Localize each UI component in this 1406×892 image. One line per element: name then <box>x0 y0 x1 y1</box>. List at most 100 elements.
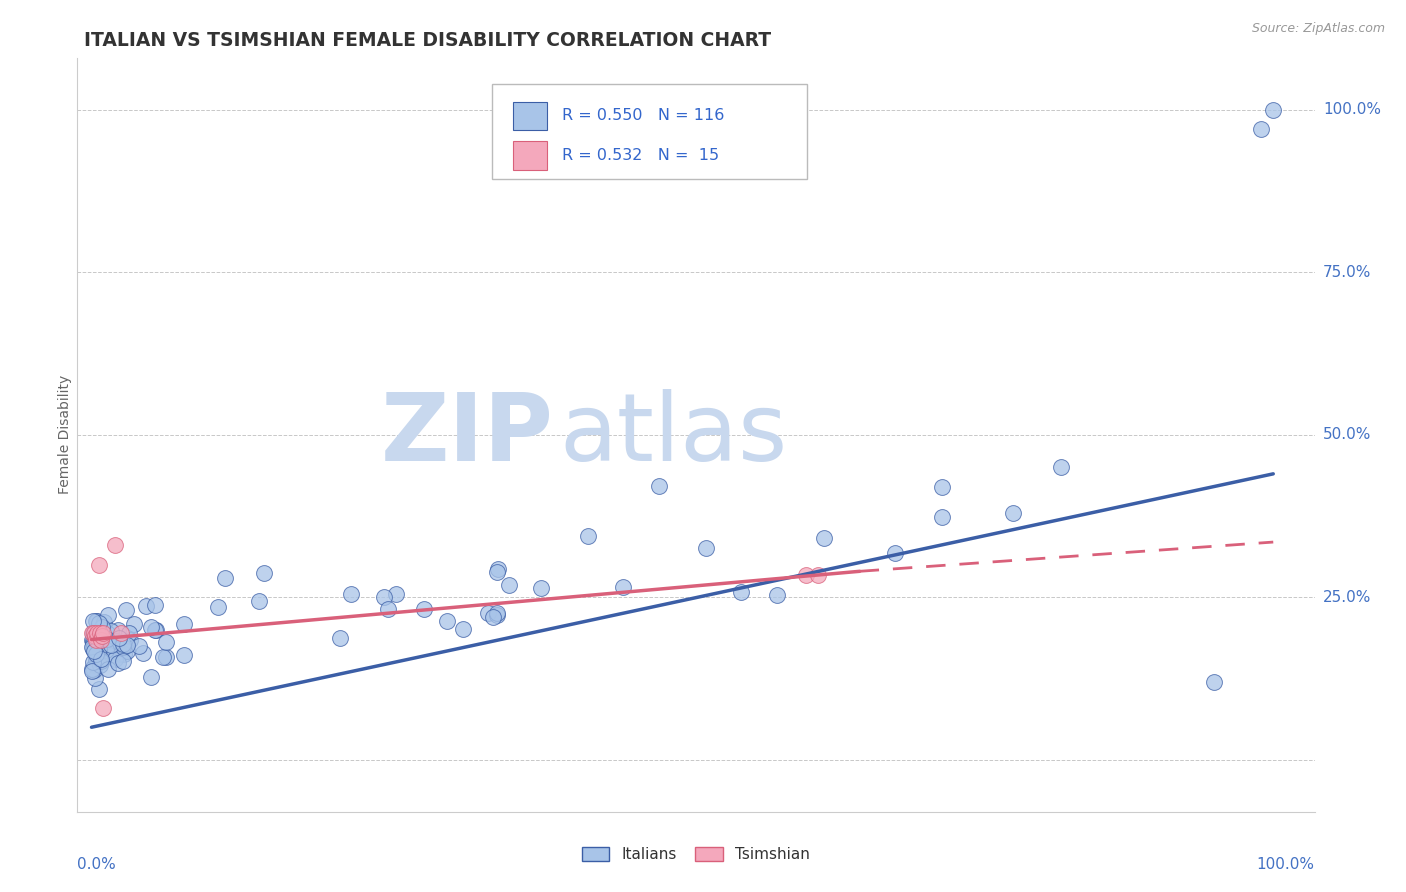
Point <box>87 616 110 631</box>
Point <box>612 580 634 594</box>
Point <box>373 590 395 604</box>
Point <box>155 649 177 664</box>
FancyBboxPatch shape <box>513 102 547 130</box>
Point <box>84 640 107 654</box>
Point <box>93 615 115 629</box>
Point <box>135 599 157 613</box>
Point <box>82 655 104 669</box>
Point <box>695 541 717 555</box>
Point <box>96 625 118 640</box>
Point <box>83 663 105 677</box>
Point <box>730 585 752 599</box>
Point <box>91 700 114 714</box>
Point <box>115 644 138 658</box>
Point <box>111 637 134 651</box>
Point <box>100 638 122 652</box>
Point <box>82 633 104 648</box>
Point <box>214 571 236 585</box>
Point <box>82 625 104 640</box>
Point <box>84 652 107 666</box>
Point <box>131 646 153 660</box>
Point <box>96 647 118 661</box>
Point <box>377 602 399 616</box>
Point <box>173 648 195 663</box>
Point <box>413 602 436 616</box>
Point <box>451 622 474 636</box>
Point <box>84 647 107 661</box>
Point <box>481 610 503 624</box>
Legend: Italians, Tsimshian: Italians, Tsimshian <box>576 840 815 868</box>
Point <box>107 657 129 671</box>
Point <box>529 581 551 595</box>
Point <box>1263 103 1285 117</box>
Point <box>108 632 131 646</box>
Point <box>87 644 110 658</box>
Point <box>91 629 114 643</box>
Point <box>807 567 830 582</box>
Text: R = 0.550   N = 116: R = 0.550 N = 116 <box>562 108 724 123</box>
Point <box>485 607 508 621</box>
Point <box>253 566 276 580</box>
Point <box>155 635 177 649</box>
Text: R = 0.532   N =  15: R = 0.532 N = 15 <box>562 148 720 163</box>
Point <box>93 634 115 648</box>
FancyBboxPatch shape <box>513 142 547 170</box>
Text: ITALIAN VS TSIMSHIAN FEMALE DISABILITY CORRELATION CHART: ITALIAN VS TSIMSHIAN FEMALE DISABILITY C… <box>84 31 772 50</box>
Point <box>128 640 150 654</box>
Point <box>83 626 105 640</box>
Point <box>100 624 122 639</box>
Point <box>83 630 105 644</box>
Point <box>247 594 270 608</box>
Point <box>766 588 789 602</box>
Point <box>485 608 508 623</box>
Point <box>152 650 174 665</box>
Point <box>82 637 104 651</box>
Point <box>112 648 135 662</box>
Point <box>340 587 363 601</box>
Point <box>83 639 105 653</box>
Point <box>84 632 107 647</box>
Point <box>89 641 111 656</box>
Point <box>104 652 127 666</box>
Point <box>90 633 112 648</box>
Point <box>486 561 509 575</box>
Text: atlas: atlas <box>560 389 789 481</box>
Point <box>104 538 127 552</box>
Point <box>80 664 103 678</box>
Point <box>90 654 112 668</box>
Point <box>329 631 352 645</box>
Point <box>86 626 108 640</box>
Point <box>100 638 122 652</box>
Point <box>884 546 907 560</box>
Point <box>87 642 110 657</box>
Point <box>83 644 105 658</box>
Point <box>143 598 166 612</box>
Point <box>141 670 163 684</box>
Text: 25.0%: 25.0% <box>1323 590 1371 605</box>
Point <box>97 608 120 623</box>
Point <box>83 671 105 685</box>
Point <box>107 623 129 637</box>
Point <box>84 614 107 628</box>
Point <box>477 607 499 621</box>
Text: 100.0%: 100.0% <box>1323 103 1381 118</box>
Point <box>80 626 103 640</box>
Point <box>207 600 229 615</box>
Point <box>115 603 138 617</box>
Text: 100.0%: 100.0% <box>1257 857 1315 872</box>
Point <box>89 645 111 659</box>
Point <box>97 662 120 676</box>
FancyBboxPatch shape <box>492 85 807 178</box>
Point <box>145 623 167 637</box>
Point <box>90 633 112 648</box>
Text: 50.0%: 50.0% <box>1323 427 1371 442</box>
Text: Source: ZipAtlas.com: Source: ZipAtlas.com <box>1251 22 1385 36</box>
Point <box>84 658 107 673</box>
Point <box>87 644 110 658</box>
Point <box>931 509 953 524</box>
Point <box>143 624 166 638</box>
Point <box>173 617 195 632</box>
Point <box>82 640 104 654</box>
Point <box>112 640 135 655</box>
Point <box>84 631 107 645</box>
